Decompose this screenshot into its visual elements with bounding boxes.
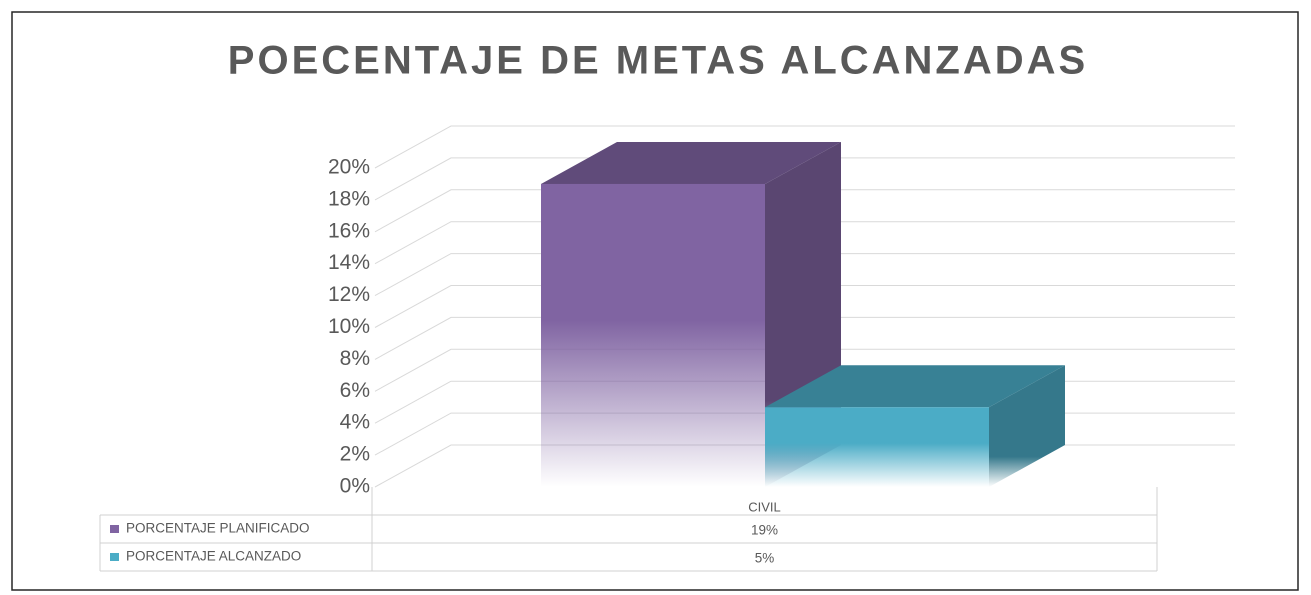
data-label: 5% bbox=[755, 551, 775, 566]
y-tick-label: 4% bbox=[340, 411, 370, 434]
grid-line bbox=[374, 189, 1235, 233]
y-tick-label: 8% bbox=[340, 347, 370, 370]
y-tick-label: 18% bbox=[328, 187, 370, 210]
y-tick-label: 10% bbox=[328, 315, 370, 338]
y-tick-label: 14% bbox=[328, 251, 370, 274]
bar-top bbox=[541, 141, 841, 184]
chart-title: POECENTAJE DE METAS ALCANZADAS bbox=[228, 39, 1088, 83]
y-tick-label: 0% bbox=[340, 475, 370, 498]
data-label: 19% bbox=[751, 523, 778, 538]
legend-key bbox=[110, 525, 119, 533]
x-tick-label: CIVIL bbox=[748, 499, 781, 514]
grid-line bbox=[374, 125, 1235, 169]
bar bbox=[765, 407, 989, 487]
grid-line bbox=[374, 221, 1235, 265]
grid-line bbox=[374, 285, 1235, 328]
legend-label: PORCENTAJE ALCANZADO bbox=[126, 549, 301, 564]
y-tick-label: 2% bbox=[340, 443, 370, 466]
bar bbox=[541, 183, 765, 487]
y-tick-label: 12% bbox=[328, 283, 370, 306]
y-tick-label: 16% bbox=[328, 219, 370, 242]
grid-line bbox=[374, 253, 1235, 297]
legend-key bbox=[110, 553, 119, 561]
legend-label: PORCENTAJE PLANIFICADO bbox=[126, 521, 310, 536]
grid-line bbox=[374, 316, 1235, 360]
y-tick-label: 6% bbox=[340, 379, 370, 402]
grid-line bbox=[374, 157, 1235, 201]
grid-line bbox=[374, 348, 1235, 392]
bar-top bbox=[765, 365, 1065, 408]
bar-side bbox=[989, 365, 1065, 487]
y-tick-label: 20% bbox=[328, 156, 370, 179]
